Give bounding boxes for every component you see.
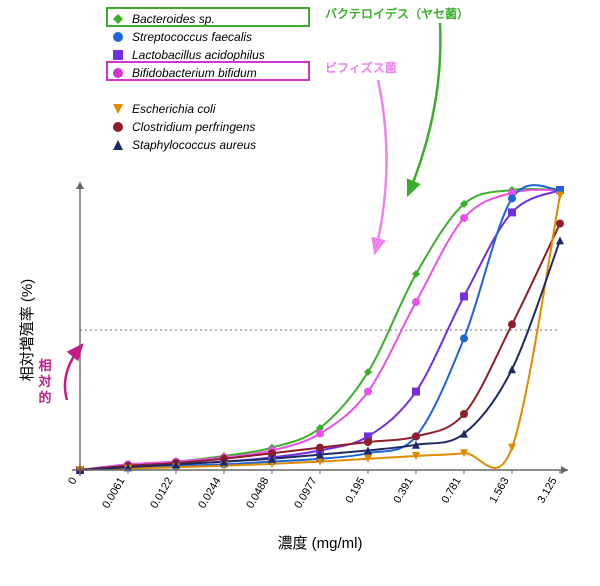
y-axis-title: 相対増殖率 (%) bbox=[19, 279, 36, 382]
legend-label-streptococcus: Streptococcus faecalis bbox=[132, 30, 252, 44]
relative-label-char-0: 相 bbox=[38, 358, 51, 373]
x-tick-0: 0 bbox=[66, 476, 79, 487]
legend-label-ecoli: Escherichia coli bbox=[132, 102, 216, 116]
x-tick-9: 1.563 bbox=[487, 476, 511, 506]
x-tick-labels: 0 0.0061 0.0122 0.0244 0.0488 0.0977 0.195 0.39… bbox=[66, 470, 560, 511]
relative-annotation: 相対的 bbox=[37, 345, 82, 405]
legend-label-staph: Staphylococcus aureus bbox=[132, 138, 256, 152]
x-tick-10: 3.125 bbox=[535, 476, 559, 506]
callout-arrow-bifido bbox=[375, 80, 387, 253]
callout-label-bifido: ビフィズス菌 bbox=[325, 60, 397, 75]
plot-area: 0 0.0061 0.0122 0.0244 0.0488 0.0977 0.195 0.39… bbox=[66, 182, 568, 511]
relative-label-char-1: 対 bbox=[37, 374, 51, 389]
x-axis-title: 濃度 (mg/ml) bbox=[278, 535, 363, 552]
sigmoid-growth-chart: Bacteroides sp. Streptococcus faecalis Lac… bbox=[0, 0, 600, 586]
x-tick-1: 0.0061 bbox=[100, 476, 127, 511]
legend-label-bifido: Bifidobacterium bifidum bbox=[132, 66, 257, 80]
x-tick-8: 0.781 bbox=[439, 476, 463, 506]
x-tick-7: 0.391 bbox=[391, 476, 415, 506]
callout-label-bacteroides: バクテロイデス（ヤセ菌） bbox=[325, 6, 469, 21]
x-tick-6: 0.195 bbox=[343, 476, 367, 506]
x-tick-5: 0.0977 bbox=[292, 476, 319, 511]
x-tick-4: 0.0488 bbox=[244, 476, 271, 511]
callout-annotations: バクテロイデス（ヤセ菌） ビフィズス菌 bbox=[325, 6, 469, 253]
legend-label-lactobacillus: Lactobacillus acidophilus bbox=[132, 48, 265, 62]
legend-label-bacteroides: Bacteroides sp. bbox=[132, 12, 215, 26]
x-tick-3: 0.0244 bbox=[196, 476, 223, 511]
legend-label-clostridium: Clostridium perfringens bbox=[132, 120, 255, 134]
x-tick-2: 0.0122 bbox=[148, 476, 175, 511]
relative-label-char-2: 的 bbox=[38, 390, 51, 405]
callout-arrow-bacteroides bbox=[408, 23, 440, 195]
legend: Bacteroides sp. Streptococcus faecalis Lac… bbox=[113, 12, 265, 152]
